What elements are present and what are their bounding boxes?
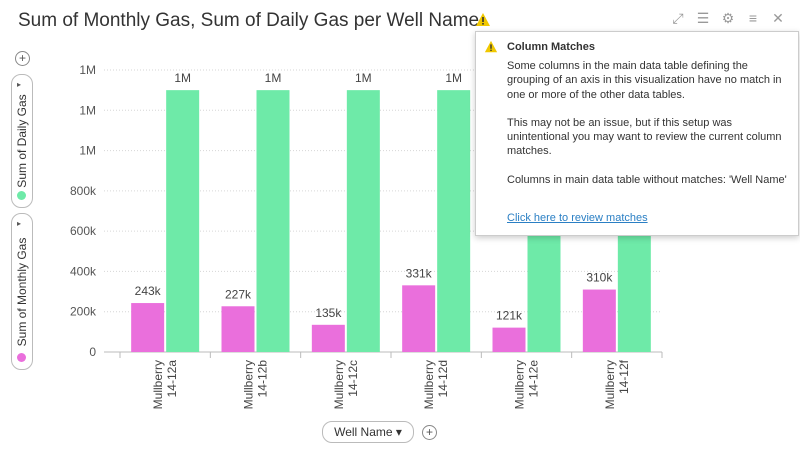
popup-paragraph: This may not be an issue, but if this se… [507,116,782,158]
monthly-gas-bar [311,324,345,352]
filter-icon[interactable]: ☰ [696,9,710,26]
warning-icon [484,40,498,53]
y-tick-label: 1M [79,103,96,117]
warning-icon[interactable] [475,12,491,28]
svg-text:14-12c: 14-12c [346,360,360,397]
y-tick-label: 600k [70,224,97,238]
popup-title: Column Matches [507,41,596,53]
data-label: 1M [174,71,191,85]
daily-gas-bar [437,90,471,353]
popup-paragraph: Some columns in the main data table defi… [507,60,782,101]
close-icon[interactable]: ✕ [772,9,784,26]
data-label: 227k [225,287,252,301]
svg-text:Mullberry: Mullberry [242,360,256,409]
data-label: 1M [355,71,372,85]
add-x-axis-button[interactable]: + [422,425,437,440]
svg-text:Mullberry: Mullberry [603,360,617,409]
svg-text:Mullberry: Mullberry [513,360,527,409]
chart-title: Sum of Monthly Gas, Sum of Daily Gas per… [18,10,480,31]
monthly-gas-color-dot [17,353,26,362]
dropdown-arrow-icon: ▸ [17,219,22,228]
monthly-gas-bar [221,306,255,352]
x-axis-selector[interactable]: Well Name ▾ [322,421,414,443]
data-label: 331k [406,266,433,280]
add-y-axis-button[interactable]: + [15,51,30,66]
visualization-toolbar: ⤢ ☰ ⚙ ≡ ✕ [670,9,786,27]
x-tick-label: Mullberry 14-12c [332,360,360,409]
gear-icon[interactable]: ⚙ [721,9,735,26]
x-tick-label: Mullberry 14-12b [242,360,270,410]
svg-text:Mullberry: Mullberry [422,360,436,409]
svg-text:14-12f: 14-12f [617,359,631,394]
list-icon[interactable]: ≡ [748,10,758,26]
expand-icon[interactable]: ⤢ [672,9,684,26]
svg-text:Mullberry: Mullberry [151,360,165,409]
column-matches-popup: Column Matches Some columns in the main … [475,31,799,236]
popup-paragraph: Columns in main data table without match… [507,173,787,186]
daily-gas-axis-selector[interactable]: ▸ Sum of Daily Gas [11,74,33,208]
daily-gas-color-dot [17,191,26,200]
x-tick-label: Mullberry 14-12a [151,360,179,410]
x-tick-label: Mullberry 14-12f [603,359,631,409]
y-tick-label: 1M [79,144,96,158]
y-tick-label: 0 [89,345,96,359]
x-axis-label: Well Name [334,425,393,439]
x-tick-label: Mullberry 14-12d [422,360,450,409]
y-tick-label: 400k [70,264,97,278]
data-label: 243k [135,284,162,298]
review-matches-link[interactable]: Click here to review matches [507,212,648,224]
monthly-gas-bar [402,285,436,352]
svg-text:Mullberry: Mullberry [332,360,346,409]
data-label: 1M [445,71,462,85]
x-axis-labels: Mullberry 14-12a Mullberry 14-12b Mullberry 1… [151,359,631,409]
popup-body: Some columns in the main data table defi… [507,59,787,201]
daily-gas-bar [166,90,200,353]
x-tick-label: Mullberry 14-12e [513,360,541,410]
dropdown-arrow-icon: ▸ [17,80,22,89]
monthly-gas-bar [492,327,526,352]
data-label: 310k [586,271,613,285]
monthly-gas-bar [582,289,616,352]
daily-gas-bar [256,90,290,353]
svg-text:14-12a: 14-12a [165,360,179,398]
daily-gas-bar [346,90,380,353]
y-tick-label: 200k [70,305,97,319]
y-axis-ticks: 0 200k 400k 600k 800k 1M 1M 1M [70,63,97,359]
svg-text:14-12d: 14-12d [436,360,450,397]
data-label: 121k [496,309,523,323]
monthly-gas-axis-selector[interactable]: ▸ Sum of Monthly Gas [11,213,33,370]
y-tick-label: 800k [70,184,97,198]
svg-text:14-12e: 14-12e [527,360,541,398]
data-label: 1M [265,71,282,85]
y-tick-label: 1M [79,63,96,77]
data-label: 135k [315,306,342,320]
monthly-gas-bar [131,303,165,352]
svg-text:14-12b: 14-12b [256,360,270,398]
